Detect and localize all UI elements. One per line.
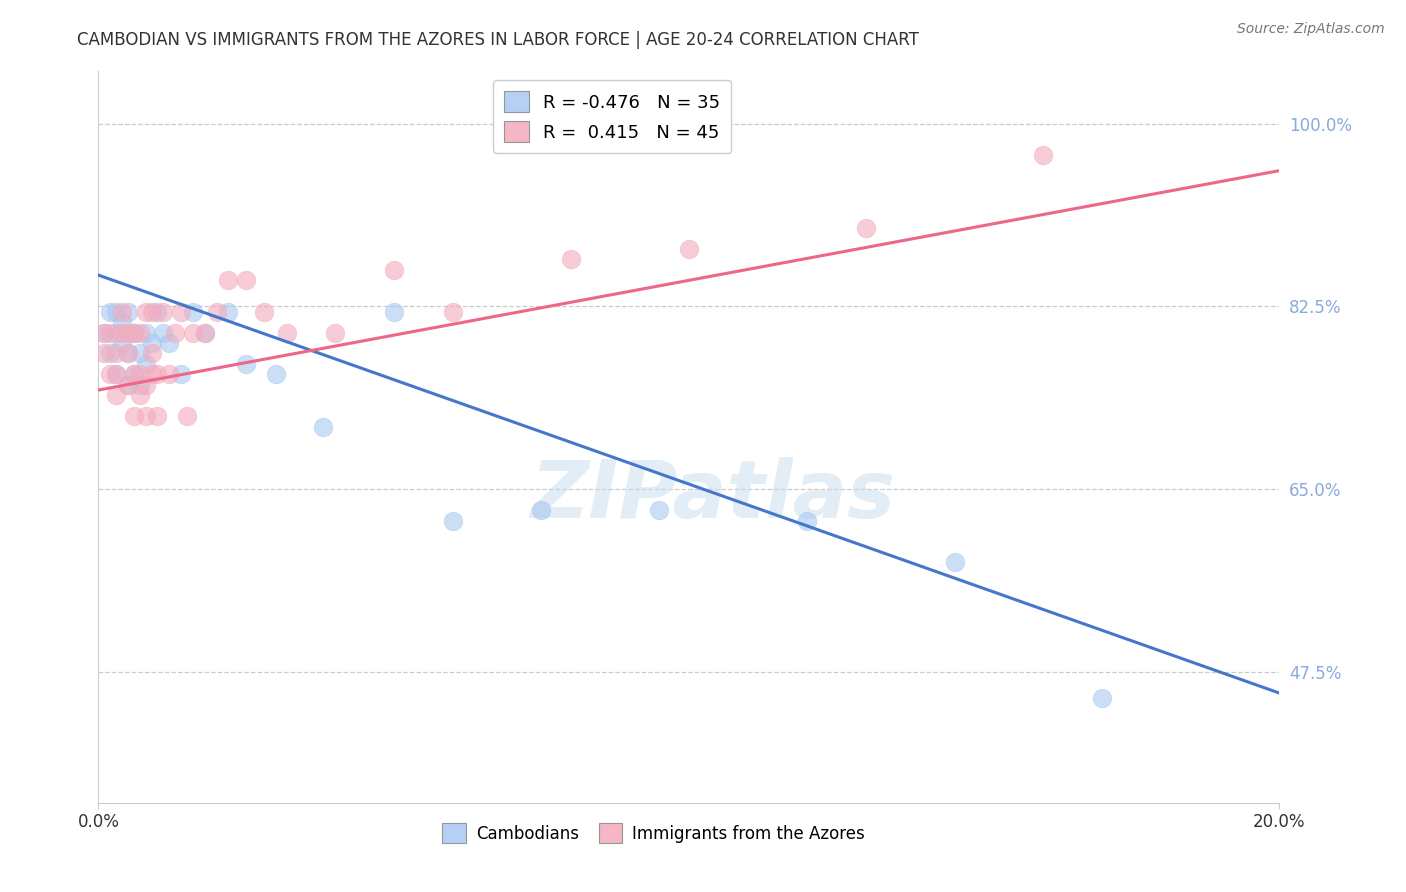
Point	[128, 326, 150, 340]
Point	[217, 273, 239, 287]
Point	[560, 252, 582, 267]
Point	[1032, 148, 1054, 162]
Point	[1091, 691, 1114, 706]
Point	[135, 409, 157, 424]
Point	[122, 326, 145, 340]
Point	[105, 346, 128, 360]
Point	[141, 346, 163, 360]
Point	[264, 368, 287, 382]
Point	[105, 304, 128, 318]
Point	[111, 315, 134, 329]
Point	[235, 273, 257, 287]
Point	[117, 377, 139, 392]
Point	[117, 304, 139, 318]
Point	[128, 346, 150, 360]
Point	[135, 326, 157, 340]
Text: CAMBODIAN VS IMMIGRANTS FROM THE AZORES IN LABOR FORCE | AGE 20-24 CORRELATION C: CAMBODIAN VS IMMIGRANTS FROM THE AZORES …	[77, 31, 920, 49]
Point	[117, 346, 139, 360]
Point	[135, 357, 157, 371]
Point	[111, 336, 134, 351]
Point	[157, 336, 180, 351]
Point	[441, 514, 464, 528]
Point	[117, 346, 139, 360]
Point	[176, 409, 198, 424]
Point	[530, 503, 553, 517]
Point	[165, 326, 187, 340]
Point	[382, 263, 405, 277]
Point	[117, 377, 139, 392]
Point	[323, 326, 346, 340]
Point	[253, 304, 276, 318]
Point	[122, 368, 145, 382]
Point	[135, 304, 157, 318]
Point	[194, 326, 217, 340]
Point	[111, 304, 134, 318]
Point	[146, 368, 169, 382]
Point	[152, 326, 174, 340]
Point	[441, 304, 464, 318]
Legend: Cambodians, Immigrants from the Azores: Cambodians, Immigrants from the Azores	[436, 817, 872, 849]
Point	[141, 304, 163, 318]
Point	[382, 304, 405, 318]
Point	[141, 368, 163, 382]
Point	[194, 326, 217, 340]
Point	[111, 326, 134, 340]
Point	[93, 326, 115, 340]
Point	[157, 368, 180, 382]
Point	[141, 336, 163, 351]
Point	[205, 304, 228, 318]
Point	[117, 326, 139, 340]
Point	[170, 304, 193, 318]
Point	[128, 377, 150, 392]
Point	[105, 368, 128, 382]
Text: Source: ZipAtlas.com: Source: ZipAtlas.com	[1237, 22, 1385, 37]
Point	[98, 304, 121, 318]
Point	[98, 368, 121, 382]
Point	[93, 346, 115, 360]
Point	[98, 326, 121, 340]
Point	[217, 304, 239, 318]
Point	[648, 503, 671, 517]
Point	[128, 388, 150, 402]
Point	[146, 304, 169, 318]
Point	[105, 368, 128, 382]
Point	[105, 388, 128, 402]
Point	[943, 556, 966, 570]
Point	[170, 368, 193, 382]
Point	[122, 326, 145, 340]
Point	[678, 242, 700, 256]
Point	[146, 409, 169, 424]
Point	[276, 326, 298, 340]
Text: ZIPatlas: ZIPatlas	[530, 457, 896, 534]
Point	[181, 326, 204, 340]
Point	[135, 377, 157, 392]
Point	[152, 304, 174, 318]
Point	[796, 514, 818, 528]
Point	[181, 304, 204, 318]
Point	[122, 368, 145, 382]
Point	[312, 419, 335, 434]
Point	[93, 326, 115, 340]
Point	[855, 221, 877, 235]
Point	[235, 357, 257, 371]
Point	[128, 368, 150, 382]
Point	[105, 326, 128, 340]
Point	[122, 409, 145, 424]
Point	[98, 346, 121, 360]
